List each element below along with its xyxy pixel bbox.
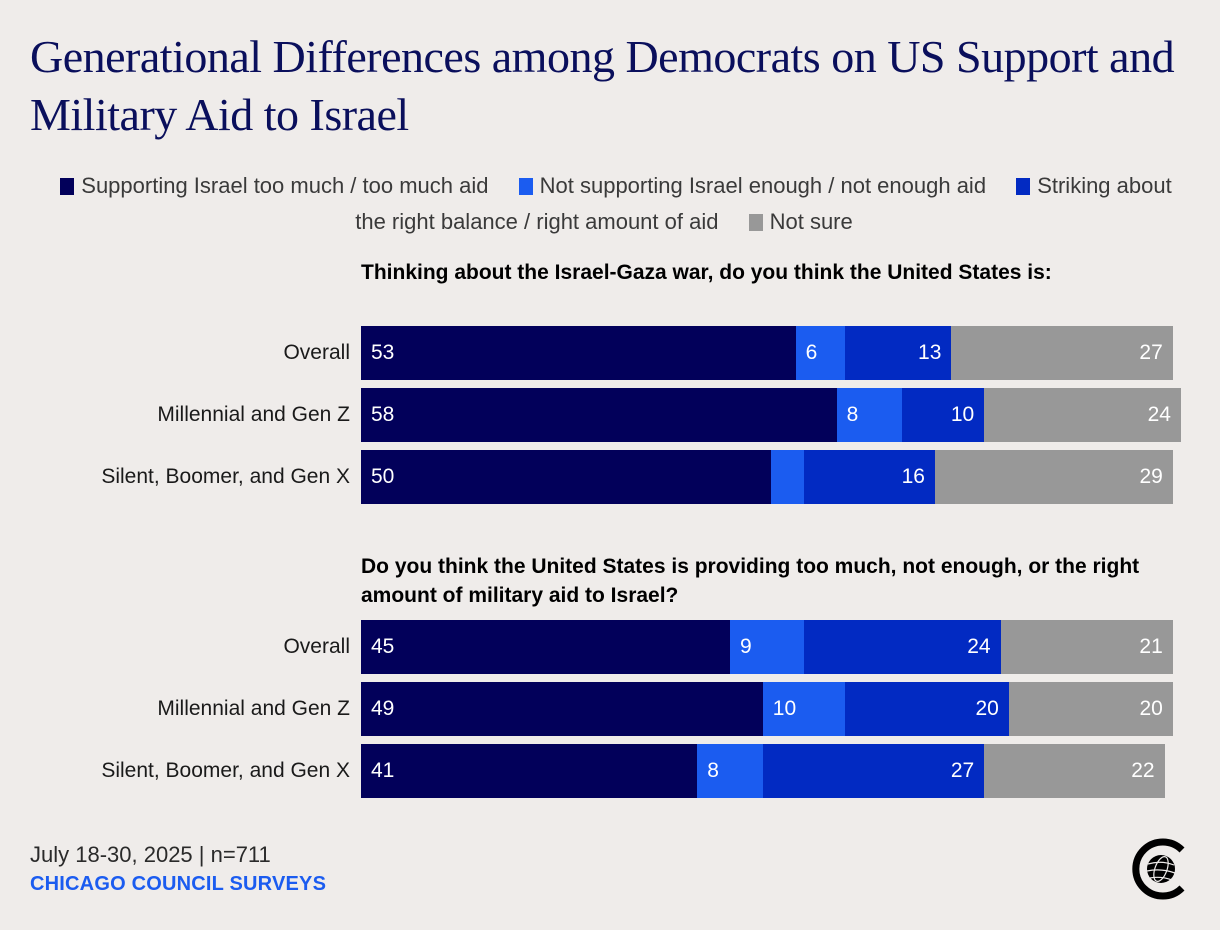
data-label: 10 — [950, 403, 975, 426]
bar-segment-not-sure: 22 — [984, 744, 1165, 798]
bar-segment-not-enough: 8 — [697, 744, 763, 798]
legend-swatch-not-sure — [748, 214, 763, 231]
bar-segment-not-sure: 24 — [984, 388, 1181, 442]
bar-segment-too-much: 45 — [361, 620, 730, 674]
legend-label: Not supporting Israel enough / not enoug… — [539, 173, 987, 198]
row-label: Millennial and Gen Z — [157, 403, 350, 426]
legend-label: Striking about the right balance / right… — [355, 173, 1172, 234]
bar-segment-not-enough — [771, 450, 804, 504]
data-label: 24 — [967, 635, 991, 658]
data-label: 24 — [1147, 403, 1171, 426]
legend-swatch-not-enough — [518, 178, 533, 195]
row-label: Millennial and Gen Z — [157, 697, 350, 720]
data-label: 53 — [371, 341, 395, 364]
bar-segment-not-enough: 9 — [730, 620, 804, 674]
data-label: 8 — [846, 403, 859, 426]
row-label: Overall — [283, 635, 350, 658]
bar-segment-too-much: 49 — [361, 682, 763, 736]
bar-segment-not-enough: 6 — [795, 326, 845, 380]
data-label: 8 — [707, 759, 719, 782]
legend-item-not-enough: Not supporting Israel enough / not enoug… — [518, 173, 987, 198]
bar-segment-not-sure: 20 — [1008, 682, 1173, 736]
data-label: 29 — [1139, 465, 1163, 488]
data-label: 10 — [772, 697, 797, 720]
legend-swatch-too-much — [60, 178, 75, 195]
data-label: 50 — [371, 465, 395, 488]
legend-item-not-sure: Not sure — [748, 209, 853, 234]
data-label: 45 — [371, 635, 395, 658]
data-label: 41 — [371, 759, 395, 782]
footer-date-sample: July 18-30, 2025 | n=711 — [30, 842, 271, 867]
data-label: 22 — [1131, 759, 1155, 782]
legend: Supporting Israel too much / too much ai… — [40, 168, 1180, 240]
row-label: Overall — [283, 341, 350, 364]
bar-segment-right-balance: 16 — [803, 450, 935, 504]
bar-segment-not-sure: 21 — [1000, 620, 1173, 674]
data-label: 27 — [1139, 341, 1163, 364]
data-label: 20 — [1139, 697, 1163, 720]
row-label: Silent, Boomer, and Gen X — [101, 465, 350, 488]
footer-brand: CHICAGO COUNCIL SURVEYS — [30, 873, 327, 895]
bar-segment-not-enough: 8 — [836, 388, 903, 442]
data-label: 9 — [740, 635, 752, 658]
bar-segment-not-sure: 29 — [935, 450, 1173, 504]
data-label: 21 — [1139, 635, 1163, 658]
data-label: 20 — [975, 697, 999, 720]
bar-segment-right-balance: 27 — [762, 744, 985, 798]
globe-c-logo-icon — [1132, 838, 1185, 900]
bar-segment-not-enough: 10 — [762, 682, 845, 736]
question-1-title: Thinking about the Israel-Gaza war, do y… — [361, 261, 1052, 284]
bar-segment-too-much: 41 — [361, 744, 698, 798]
data-label: 6 — [805, 341, 818, 364]
chart-title: Generational Differences among Democrats… — [30, 31, 1175, 140]
data-label: 49 — [371, 697, 395, 720]
row-label: Silent, Boomer, and Gen X — [101, 759, 350, 782]
legend-label: Supporting Israel too much / too much ai… — [81, 173, 489, 198]
bar-segment-right-balance: 10 — [902, 388, 985, 442]
question-2-title: Do you think the United States is provid… — [361, 555, 1140, 607]
data-label: 27 — [950, 759, 975, 782]
data-label: 16 — [901, 465, 925, 488]
bar-segment-right-balance: 13 — [844, 326, 952, 380]
data-label: 58 — [371, 403, 395, 426]
bar-segment-not-sure: 27 — [951, 326, 1173, 380]
bar-segment-right-balance: 24 — [803, 620, 1001, 674]
data-label: 13 — [918, 341, 942, 364]
bar-segment-too-much: 58 — [361, 388, 837, 442]
legend-label: Not sure — [769, 209, 853, 234]
bar-segment-too-much: 50 — [361, 450, 771, 504]
legend-item-too-much: Supporting Israel too much / too much ai… — [60, 173, 489, 198]
legend-item-right-balance: Striking about the right balance / right… — [355, 173, 1171, 234]
bar-segment-too-much: 53 — [361, 326, 796, 380]
legend-swatch-right-balance — [1016, 178, 1031, 195]
bar-segment-right-balance: 20 — [844, 682, 1009, 736]
